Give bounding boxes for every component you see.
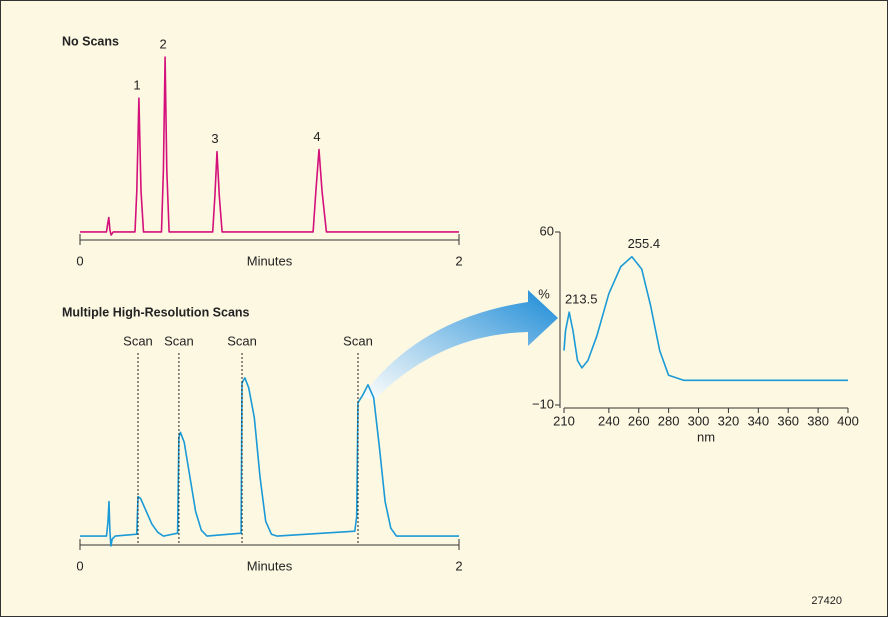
data-line (80, 377, 459, 547)
peak-label: 3 (211, 131, 218, 146)
peak-label: 1 (133, 78, 140, 93)
x-tick-label: 0 (76, 253, 83, 268)
x-tick-label: 320 (718, 413, 740, 428)
y-tick-label: −10 (532, 396, 554, 411)
x-tick-label: 0 (76, 558, 83, 573)
x-tick-label: 280 (658, 413, 680, 428)
x-tick-label: 340 (747, 413, 769, 428)
scan-label: Scan (343, 333, 373, 348)
x-tick-label: 300 (688, 413, 710, 428)
data-line (563, 255, 848, 382)
chart-title: Multiple High-Resolution Scans (62, 305, 250, 319)
x-tick-label: 210 (553, 413, 575, 428)
x-axis-label: Minutes (247, 558, 293, 573)
x-tick-label: 2 (455, 253, 462, 268)
y-tick-label: 60 (540, 223, 554, 238)
y-axis-label: % (538, 286, 550, 301)
data-line (80, 56, 459, 236)
x-tick-label: 360 (777, 413, 799, 428)
peak-label: 255.4 (628, 236, 661, 251)
x-tick-label: 2 (455, 558, 462, 573)
x-axis-label: nm (697, 429, 715, 444)
peak-label: 4 (313, 129, 320, 144)
scan-label: Scan (164, 333, 194, 348)
x-axis-label: Minutes (247, 253, 293, 268)
scan-label: Scan (123, 333, 153, 348)
x-tick-label: 260 (628, 413, 650, 428)
chart-title: No Scans (62, 34, 119, 48)
x-tick-label: 240 (598, 413, 620, 428)
scan-label: Scan (227, 333, 257, 348)
arrow (362, 290, 558, 400)
peak-label: 213.5 (565, 292, 598, 307)
x-tick-label: 380 (807, 413, 829, 428)
peak-label: 2 (159, 36, 166, 51)
figure-id: 27420 (811, 595, 842, 607)
x-tick-label: 400 (837, 413, 859, 428)
